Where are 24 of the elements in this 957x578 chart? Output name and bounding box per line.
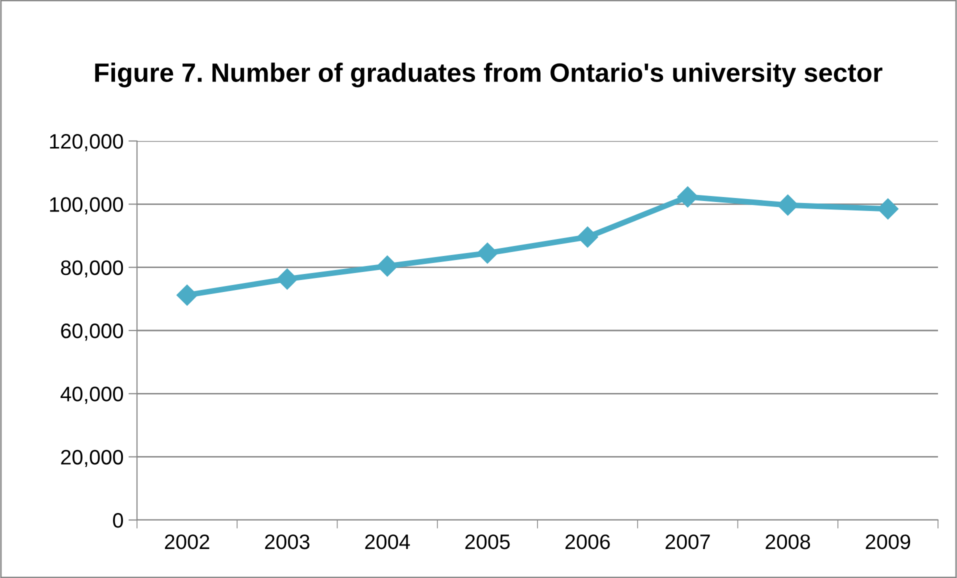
point <box>577 226 598 248</box>
point <box>777 194 798 216</box>
x-tick-label: 2002 <box>164 534 210 550</box>
y-tick-label: 40,000 <box>60 386 123 404</box>
point <box>877 198 898 220</box>
y-tick-label: 0 <box>113 513 123 528</box>
y-tick-label: 60,000 <box>61 324 123 341</box>
x-tick-label: 2005 <box>465 534 510 550</box>
x-tick-label: 2007 <box>666 534 710 550</box>
point <box>376 256 398 277</box>
y-tick-label: 120,000 <box>50 134 123 152</box>
x-tick-label: 2009 <box>866 534 910 550</box>
chart-title: Figure 7. Number of graduates from Ontario's university sector <box>95 62 882 88</box>
x-tick-label: 2003 <box>265 534 310 550</box>
point <box>476 242 498 264</box>
x-tick-label: 2006 <box>565 534 610 550</box>
x-tick-label: 2008 <box>766 534 810 550</box>
point <box>176 284 198 306</box>
x-tick-label: 2004 <box>365 534 410 550</box>
y-tick-label: 20,000 <box>61 450 123 468</box>
point <box>276 268 298 290</box>
point <box>677 186 698 208</box>
y-tick-label: 80,000 <box>60 260 123 278</box>
y-tick-label: 100,000 <box>50 197 123 214</box>
